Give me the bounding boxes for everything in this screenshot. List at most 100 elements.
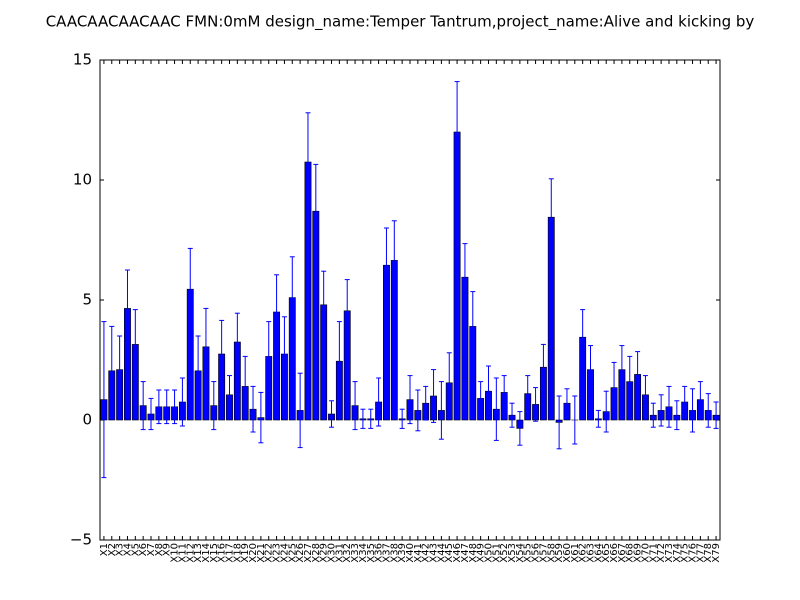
- error-bar: [305, 112, 311, 212]
- error-bar: [109, 325, 115, 416]
- x-tick-label: X48: [468, 543, 479, 563]
- x-tick-label: X64: [593, 543, 604, 563]
- error-bar: [101, 321, 107, 479]
- error-bar: [281, 316, 287, 392]
- error-bar: [697, 381, 703, 419]
- error-bar: [211, 381, 217, 431]
- x-tick-label: X76: [688, 543, 699, 563]
- error-bar: [682, 385, 688, 419]
- error-bar: [658, 394, 664, 427]
- error-bar: [525, 375, 531, 413]
- error-bar: [611, 361, 617, 414]
- x-tick-label: X67: [617, 543, 628, 563]
- x-tick-label: X40: [405, 543, 416, 563]
- error-bar: [383, 227, 389, 303]
- x-tick-label: X43: [429, 543, 440, 563]
- error-bar: [179, 377, 185, 427]
- error-bar: [274, 274, 280, 350]
- error-bar: [705, 393, 711, 428]
- x-tick-label: X27: [303, 543, 314, 563]
- error-bar: [124, 269, 130, 348]
- x-tick-label: X44: [436, 543, 447, 563]
- x-tick-label: X6: [138, 543, 149, 556]
- error-bar: [219, 319, 225, 389]
- error-bar: [556, 395, 562, 450]
- x-tick-label: X41: [413, 543, 424, 563]
- x-tick-label: X3: [115, 543, 126, 556]
- x-tick-label: X22: [264, 543, 275, 563]
- error-bar: [399, 408, 405, 429]
- x-tick-label: X1: [99, 543, 110, 556]
- y-tick-label: 10: [73, 171, 92, 189]
- error-bar: [470, 291, 476, 362]
- x-tick-label: X70: [640, 543, 651, 563]
- x-tick-label: X57: [538, 543, 549, 563]
- x-tick-label: X53: [507, 543, 518, 563]
- error-bar: [642, 375, 648, 415]
- error-bar: [203, 307, 209, 386]
- x-tick-label: X32: [342, 543, 353, 563]
- error-bar: [493, 377, 499, 441]
- x-tick-label: X9: [162, 543, 173, 556]
- error-bar: [336, 321, 342, 402]
- x-tick-label: X63: [586, 543, 597, 563]
- x-tick-label: X10: [170, 543, 181, 563]
- x-tick-label: X33: [350, 543, 361, 563]
- error-bar: [485, 365, 491, 417]
- error-bar: [391, 220, 397, 301]
- error-bar: [588, 345, 594, 395]
- error-bar: [603, 390, 609, 433]
- error-bar: [595, 409, 601, 428]
- error-bar: [431, 369, 437, 423]
- x-tick-label: X31: [334, 543, 345, 563]
- error-bar: [132, 309, 138, 380]
- x-tick-label: X46: [452, 543, 463, 563]
- x-tick-label: X11: [177, 543, 188, 563]
- error-bar: [415, 389, 421, 432]
- error-bar: [540, 343, 546, 391]
- x-tick-label: X58: [546, 543, 557, 563]
- x-tick-label: X71: [648, 543, 659, 563]
- error-bar: [407, 375, 413, 425]
- x-tick-label: X14: [201, 543, 212, 563]
- error-bar: [321, 270, 327, 339]
- x-tick-label: X17: [224, 543, 235, 563]
- error-bar: [454, 81, 460, 183]
- y-tick-label: 5: [82, 291, 92, 309]
- error-bar: [368, 408, 374, 429]
- x-tick-label: X72: [656, 543, 667, 563]
- error-bar: [533, 387, 539, 422]
- x-tick-label: X20: [248, 543, 259, 563]
- error-bar: [156, 389, 162, 425]
- error-bar: [234, 312, 240, 372]
- x-tick-label: X21: [256, 543, 267, 563]
- error-bar: [376, 377, 382, 427]
- x-tick-label: X65: [601, 543, 612, 563]
- x-tick-label: X49: [476, 543, 487, 563]
- error-bar: [289, 256, 295, 339]
- error-bar: [148, 397, 154, 431]
- x-tick-label: X13: [193, 543, 204, 563]
- x-tick-label: X7: [146, 543, 157, 556]
- error-bar: [297, 372, 303, 449]
- x-tick-label: X4: [122, 543, 133, 556]
- x-tick-label: X52: [499, 543, 510, 563]
- error-bar: [195, 335, 201, 407]
- x-tick-label: X45: [444, 543, 455, 563]
- error-bar: [352, 381, 358, 431]
- error-bar: [344, 279, 350, 343]
- error-bar: [572, 395, 578, 445]
- x-tick-label: X39: [397, 543, 408, 563]
- x-tick-label: X25: [287, 543, 298, 563]
- error-bar: [501, 375, 507, 410]
- error-bar: [438, 381, 444, 440]
- x-tick-label: X24: [279, 543, 290, 563]
- error-bar: [690, 388, 696, 433]
- x-tick-label: X37: [381, 543, 392, 563]
- error-bar: [666, 385, 672, 428]
- x-tick-label: X29: [319, 543, 330, 563]
- x-tick-label: X16: [217, 543, 228, 563]
- error-bar: [117, 335, 123, 404]
- x-tick-label: X42: [421, 543, 432, 563]
- error-bar: [226, 375, 232, 415]
